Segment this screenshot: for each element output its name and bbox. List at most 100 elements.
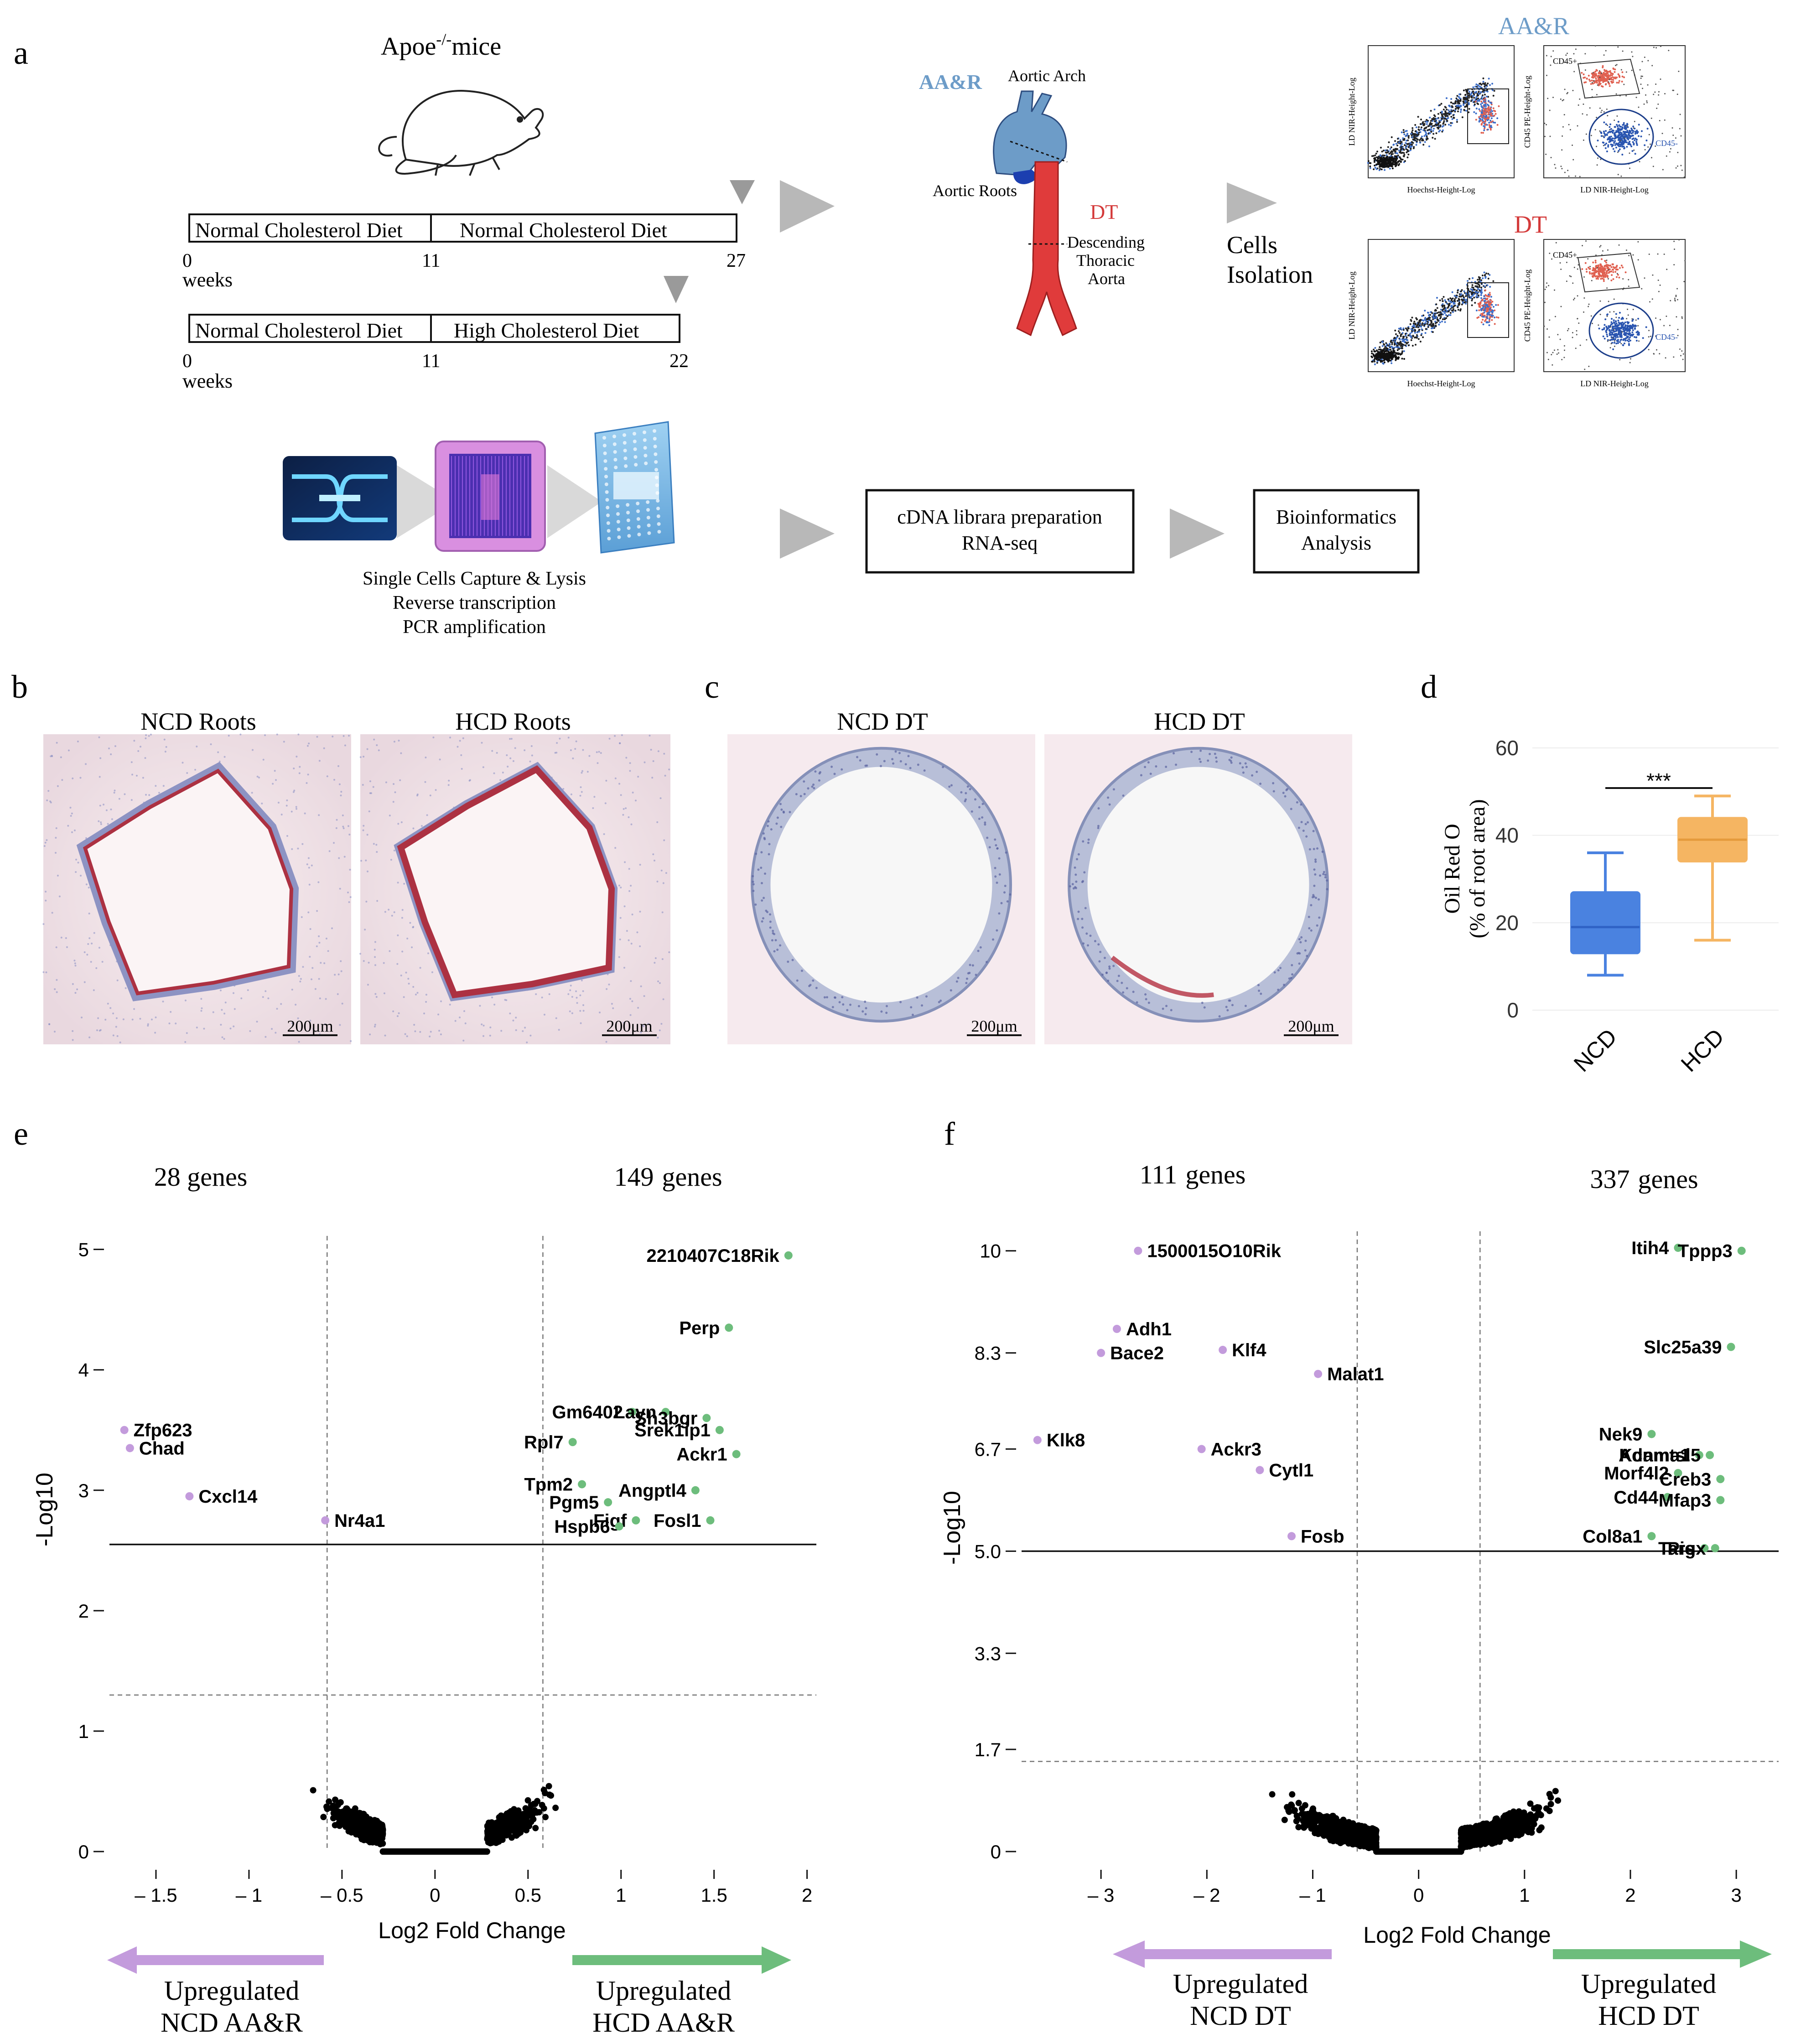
flow-event — [1543, 325, 1545, 327]
flow-event — [1608, 269, 1609, 271]
flow-event — [1452, 297, 1454, 300]
nucleus-dot — [223, 1012, 226, 1015]
flow-event — [1614, 126, 1616, 128]
flow-event — [1454, 102, 1457, 104]
nucleus-dot — [581, 772, 583, 774]
nucleus-dot — [464, 1022, 467, 1025]
flow-plot-xlabel: LD NIR-Height-Log — [1580, 185, 1648, 194]
nucleus-dot — [383, 962, 385, 964]
flow-event — [1406, 133, 1408, 135]
flow-event — [1371, 155, 1373, 157]
nucleus-dot — [366, 870, 368, 872]
flow-event — [1408, 143, 1410, 145]
flow-event — [1474, 91, 1476, 93]
flow-event — [1599, 77, 1601, 78]
nucleus-dot — [299, 980, 301, 983]
flow-event — [1635, 319, 1637, 321]
flow-event — [1676, 93, 1678, 95]
timeline2-segment1: Normal Cholesterol Diet — [195, 319, 403, 342]
flow-event — [1617, 342, 1619, 344]
nucleus-dot — [334, 974, 336, 976]
nucleus-dot — [558, 1029, 560, 1031]
flow-event — [1621, 75, 1624, 78]
flow-event — [1472, 86, 1474, 88]
flow-event — [1367, 162, 1369, 164]
flow-event — [1464, 101, 1466, 103]
nucleus-dot — [994, 875, 997, 878]
flow-event — [1387, 158, 1389, 161]
nucleus-dot — [388, 908, 390, 911]
flow-event — [1606, 287, 1608, 289]
nucleus-dot — [586, 771, 589, 773]
flow-event — [1480, 119, 1482, 122]
flow-event — [1414, 330, 1416, 332]
flow-plot-ylabel: CD45 PE-Height-Log — [1523, 270, 1532, 342]
flow-event — [1481, 299, 1483, 301]
flow-event — [1678, 239, 1680, 241]
nucleus-dot — [757, 868, 760, 871]
nucleus-dot — [360, 860, 363, 862]
flow-event — [1484, 277, 1487, 279]
flow-event — [1594, 74, 1596, 76]
nucleus-dot — [994, 838, 996, 841]
flow-event — [1593, 82, 1596, 84]
nucleus-dot — [264, 734, 266, 737]
flow-event — [1435, 303, 1438, 306]
flow-event — [1401, 347, 1403, 349]
flow-event — [1612, 271, 1614, 273]
flow-event — [1579, 98, 1581, 100]
flow-event — [1676, 316, 1677, 318]
flow-event — [1479, 303, 1481, 306]
flow-event — [1383, 348, 1386, 350]
flow-event — [1427, 326, 1429, 328]
flow-event — [1679, 348, 1681, 350]
nucleus-dot — [567, 737, 570, 739]
nucleus-dot — [995, 844, 997, 846]
nucleus-dot — [766, 911, 768, 913]
flow-event — [1548, 285, 1550, 286]
plate-well — [656, 514, 660, 518]
flow-event — [1379, 355, 1381, 358]
nucleus-dot — [429, 1035, 431, 1038]
flow-event — [1484, 109, 1486, 111]
flow-event — [1448, 306, 1450, 308]
nucleus-dot — [326, 775, 328, 778]
nucleus-dot — [67, 825, 69, 827]
nucleus-dot — [340, 960, 342, 962]
flow-event — [1439, 130, 1441, 132]
flow-event — [1589, 80, 1591, 82]
nucleus-dot — [79, 777, 82, 779]
nucleus-dot — [69, 807, 72, 809]
flow-event — [1374, 363, 1376, 365]
nucleus-dot — [984, 823, 986, 826]
flow-event — [1624, 147, 1626, 149]
nucleus-dot — [430, 1031, 432, 1033]
plate-well — [633, 447, 637, 451]
flow-event — [1586, 339, 1588, 341]
flow-event — [1409, 149, 1412, 151]
nucleus-dot — [405, 971, 407, 974]
flow-event — [1616, 334, 1618, 337]
flow-event — [1406, 151, 1408, 154]
flow-event — [1486, 321, 1488, 323]
flow-event — [1374, 154, 1376, 156]
flow-event — [1380, 155, 1382, 157]
nucleus-dot — [909, 767, 912, 769]
nucleus-dot — [803, 780, 805, 783]
flow-event — [1627, 137, 1630, 139]
flow-event — [1632, 254, 1634, 256]
nucleus-dot — [339, 1024, 341, 1026]
flow-event — [1422, 129, 1425, 131]
flow-event — [1411, 131, 1413, 133]
flow-event — [1545, 153, 1547, 155]
flow-event — [1414, 137, 1416, 140]
nucleus-dot — [340, 970, 343, 972]
nucleus-dot — [787, 960, 789, 963]
flow-event — [1470, 95, 1473, 97]
flow-event — [1630, 358, 1631, 360]
flow-event — [1419, 141, 1422, 144]
nucleus-dot — [603, 833, 605, 835]
nucleus-dot — [336, 819, 338, 821]
nucleus-dot — [112, 1034, 114, 1037]
nucleus-dot — [419, 967, 421, 969]
